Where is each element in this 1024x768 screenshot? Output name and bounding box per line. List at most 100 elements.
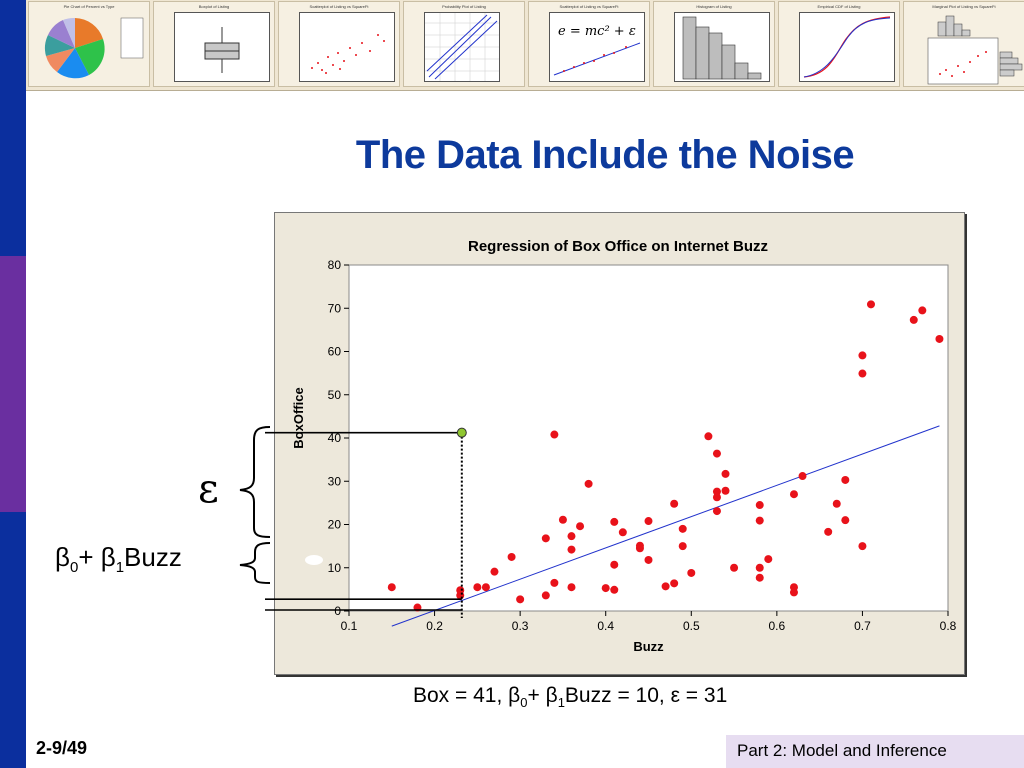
data-point [610,585,619,594]
data-point [550,578,559,587]
epsilon-label: ε [198,466,219,512]
thumbnail-title: Scatterplot of Listing vs SquareFt [309,4,369,9]
regression-icon: e = mc² + ε [553,24,641,76]
data-point [387,583,396,592]
thumbnail-title: Boxplot of Listing [198,4,230,9]
data-point [755,501,764,510]
y-tick-label: 10 [328,561,342,575]
thumbnail-boxplot: Boxplot of Listing [153,1,275,87]
thumbnail-marginal-plot: Marginal Plot of Listing vs SquareFt [903,1,1024,87]
data-point [687,568,696,577]
plus-sign: + [78,542,101,572]
thumbnail-plot [299,12,395,82]
data-point [712,487,721,496]
thumbnail-title: Empirical CDF of Listing [817,4,861,9]
data-point [798,472,807,481]
equation-part: = 31 [679,684,728,707]
thumbnail-plot: e = mc² + ε [549,12,645,82]
data-point [841,516,850,525]
x-tick-label: 0.3 [512,619,529,633]
data-point [618,528,627,537]
data-point [516,595,525,604]
data-point [721,469,730,478]
data-point [755,573,764,582]
data-point [635,541,644,550]
page-number: 2-9/49 [36,738,88,758]
regression-chart: Regression of Box Office on Internet Buz… [274,212,965,675]
svg-text:e = mc² + ε: e = mc² + ε [558,24,636,39]
y-tick-label: 0 [334,604,341,618]
data-point [601,584,610,593]
thumbnail-plot [674,12,770,82]
data-point [610,517,619,526]
x-tick-label: 0.7 [854,619,871,633]
equation-caption: Box = 41, β0+ β1Buzz = 10, ε = 31 [413,684,727,710]
data-point [824,527,833,536]
thumbnail-title: Probability Plot of Listing [442,4,486,9]
y-axis-label: BoxOffice [291,387,306,448]
epsilon-brace [239,426,271,538]
y-tick-label: 80 [328,258,342,272]
data-point [661,582,670,591]
data-point [858,351,867,360]
data-point [755,516,764,525]
x-tick-label: 0.6 [769,619,786,633]
beta-buzz-label: β0+ β1Buzz [55,542,182,576]
plus-sign: + [527,684,546,707]
data-point [678,524,687,533]
data-point [678,542,687,551]
plot-area [348,264,949,612]
data-point [789,588,798,597]
data-point [550,430,559,439]
data-point [832,499,841,508]
marginal-plot-icon [927,15,1023,85]
data-point [721,486,730,495]
data-point [730,563,739,572]
axis-ticks: 0.1 0.2 0.3 0.4 0.5 0.6 0.7 0.8 0 10 20 30 40 50 60 70 8… [328,258,957,633]
subscript-0: 0 [520,695,528,711]
footer-text: Part 2: Model and Inference [737,741,947,760]
x-tick-label: 0.1 [341,619,358,633]
data-point [541,534,550,543]
thumbnail-plot [799,12,895,82]
chart-svg: Regression of Box Office on Internet Buz… [291,238,957,654]
subscript-1: 1 [557,695,565,711]
subscript-1: 1 [115,559,125,577]
data-point [558,515,567,524]
thumbnail-title: Marginal Plot of Listing vs SquareFt [932,4,996,9]
thumbnail-plot [424,12,500,82]
thumbnail-title: Scatterplot of Listing vs SquareFt [559,4,619,9]
beta-symbol: β [55,542,70,572]
color-bar-bottom [0,512,26,768]
y-tick-label: 50 [328,388,342,402]
data-point [755,563,764,572]
thumbnail-scatterplot: Scatterplot of Listing vs SquareFt [278,1,400,87]
data-point [712,449,721,458]
boxplot-icon [204,27,240,73]
chart-title: Regression of Box Office on Internet Buz… [468,238,768,255]
data-point [507,552,516,561]
beta-brace [239,542,271,584]
scatter-icon [311,34,385,74]
thumbnail-pie-chart: Pie Chart of Percent vs Type [28,1,150,87]
data-point [567,532,576,541]
thumbnail-title: Pie Chart of Percent vs Type [63,4,115,9]
regression-line [391,425,940,627]
buzz-word: Buzz [124,542,182,572]
data-point [541,591,550,600]
cdf-icon [803,16,891,78]
data-point [610,560,619,569]
color-bar-middle [0,256,26,512]
data-point [866,300,875,309]
thumbnail-plot [174,12,270,82]
thumbnail-title: Histogram of Listing [696,4,732,9]
thumbnail-strip: Pie Chart of Percent vs Type Boxplot of … [26,0,1024,91]
x-tick-label: 0.5 [683,619,700,633]
data-point [858,542,867,551]
data-point [858,369,867,378]
y-tick-label: 60 [328,345,342,359]
pie-chart-icon [44,17,144,79]
equation-part: Buzz = 10, [564,684,671,707]
x-tick-label: 0.8 [940,619,957,633]
data-point [670,499,679,508]
